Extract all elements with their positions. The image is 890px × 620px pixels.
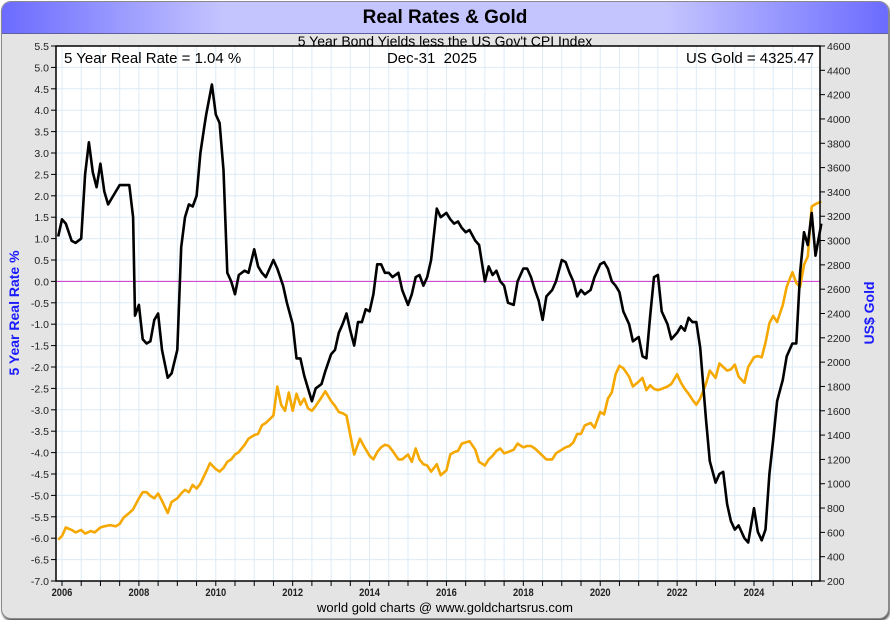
title-bar: Real Rates & Gold <box>2 2 888 34</box>
left-axis-tick-label: -6.0 <box>31 533 49 545</box>
right-axis-tick-label: 2400 <box>827 309 851 321</box>
left-axis-tick-label: 3.0 <box>34 148 49 160</box>
right-axis-tick-label: 4000 <box>827 114 851 126</box>
x-axis-tick-label: 2024 <box>744 587 765 599</box>
right-axis-tick-label: 400 <box>827 552 845 564</box>
left-axis-tick-label: 5.5 <box>34 41 49 53</box>
left-axis-tick-label: -3.5 <box>31 426 49 438</box>
gold-price-line <box>57 200 822 541</box>
date-readout: Dec-31 2025 <box>387 50 477 67</box>
left-axis-tick-label: -0.5 <box>31 298 49 310</box>
left-axis-tick-label: -3.0 <box>31 405 49 417</box>
x-axis-tick-label: 2010 <box>205 587 226 599</box>
x-axis-tick-label: 2014 <box>359 587 380 599</box>
footer-credit: world gold charts @ www.goldchartsrus.co… <box>317 600 573 615</box>
left-axis-tick-label: 5.0 <box>34 62 49 74</box>
right-axis-tick-label: 600 <box>827 527 845 539</box>
left-axis-tick-label: -4.5 <box>31 469 49 481</box>
chart-subtitle: 5 Year Bond Yields less the US Gov't CPI… <box>297 33 593 49</box>
right-axis-tick-label: 1800 <box>827 381 851 393</box>
right-axis-tick-label: 1600 <box>827 406 851 418</box>
left-axis-tick-label: -2.0 <box>31 362 49 374</box>
x-axis-tick-label: 2016 <box>436 587 457 599</box>
x-axis-tick-label: 2018 <box>513 587 534 599</box>
left-axis-tick-label: 0.0 <box>34 276 49 288</box>
right-axis-title: US$ Gold <box>861 281 877 344</box>
left-axis-tick-label: -4.0 <box>31 448 49 460</box>
right-axis-tick-label: 1400 <box>827 430 851 442</box>
left-axis-tick-label: -7.0 <box>31 576 49 588</box>
left-axis-tick-label: 0.5 <box>34 255 49 267</box>
right-axis-tick-label: 4200 <box>827 90 851 102</box>
left-axis-tick-label: 2.0 <box>34 191 49 203</box>
right-axis-tick-label: 3600 <box>827 163 851 175</box>
right-axis-tick-label: 2800 <box>827 260 851 272</box>
gold-price-readout: US Gold = 4325.47 <box>686 50 814 67</box>
right-axis-tick-label: 200 <box>827 576 845 588</box>
x-axis-tick-label: 2022 <box>667 587 688 599</box>
x-axis-tick-label: 2020 <box>590 587 611 599</box>
left-axis-tick-label: -5.5 <box>31 512 49 524</box>
right-axis-tick-label: 4600 <box>827 41 851 53</box>
right-axis-tick-label: 4400 <box>827 65 851 77</box>
left-axis-tick-label: -2.5 <box>31 383 49 395</box>
left-axis-title: 5 Year Real Rate % <box>6 250 22 376</box>
left-axis-tick-label: -5.0 <box>31 490 49 502</box>
chart-title: Real Rates & Gold <box>362 7 528 28</box>
right-axis-tick-label: 3200 <box>827 211 851 223</box>
right-axis-tick-label: 3400 <box>827 187 851 199</box>
x-axis-tick-label: 2006 <box>52 587 73 599</box>
left-axis-tick-label: 4.5 <box>34 84 49 96</box>
right-axis-tick-label: 800 <box>827 503 845 515</box>
x-axis-tick-label: 2012 <box>282 587 303 599</box>
right-axis-tick-label: 3000 <box>827 236 851 248</box>
left-axis-tick-label: -1.0 <box>31 319 49 331</box>
left-axis-tick-label: 3.5 <box>34 127 49 139</box>
plot-area <box>56 46 820 581</box>
left-axis-tick-label: 1.5 <box>34 212 49 224</box>
left-axis-tick-label: -1.5 <box>31 341 49 353</box>
right-axis-tick-label: 2600 <box>827 284 851 296</box>
real-rate-line <box>56 83 823 544</box>
right-axis-tick-label: 2200 <box>827 333 851 345</box>
right-axis-tick-label: 1200 <box>827 454 851 466</box>
real-rate-readout: 5 Year Real Rate = 1.04 % <box>64 50 241 67</box>
left-axis-tick-label: -6.5 <box>31 555 49 567</box>
right-axis-tick-label: 3800 <box>827 138 851 150</box>
right-axis-tick-label: 1000 <box>827 479 851 491</box>
x-axis-tick-label: 2008 <box>129 587 150 599</box>
left-axis-tick-label: 4.0 <box>34 105 49 117</box>
right-axis-tick-label: 2000 <box>827 357 851 369</box>
left-axis-tick-label: 2.5 <box>34 169 49 181</box>
left-axis-tick-label: 1.0 <box>34 234 49 246</box>
